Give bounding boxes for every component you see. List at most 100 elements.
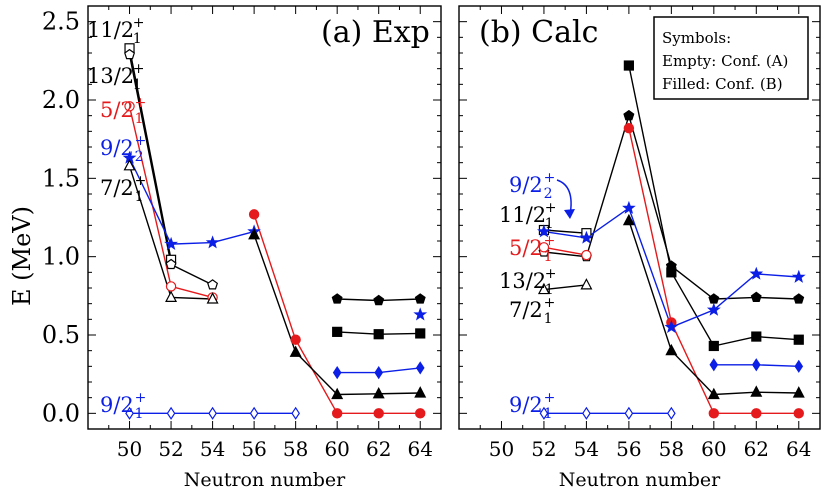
x-tick-label: 62 (744, 437, 769, 461)
series-exp-8-point (208, 406, 217, 420)
state-label-index: 1 (545, 282, 554, 298)
series-calc-1-point (708, 340, 719, 352)
state-label-parity: + (135, 390, 147, 406)
series-exp-7-point (331, 387, 344, 400)
state-label: 9/2 (509, 173, 543, 197)
series-exp-8-point (166, 406, 176, 420)
series-exp-3-point (415, 408, 426, 419)
series-calc-6-point (749, 266, 764, 280)
state-label-index: 2 (544, 186, 553, 202)
x-tick-label: 60 (701, 437, 726, 461)
state-label-index: 1 (135, 111, 144, 127)
x-tick-label: 50 (117, 437, 142, 461)
x-tick-label: 58 (283, 437, 308, 461)
series-calc-1-point (793, 334, 804, 345)
series-calc-6-point (579, 230, 594, 244)
state-label: 7/2 (509, 298, 543, 322)
series-calc-9-point (539, 406, 549, 420)
series-calc-4-point (538, 242, 550, 253)
series-calc-8-point (792, 386, 805, 398)
state-label: 9/2 (100, 393, 134, 417)
series-calc-6-point (622, 200, 636, 214)
series-exp-8-point (125, 406, 134, 420)
state-label: 9/2 (100, 136, 134, 160)
series-calc-6-point (791, 269, 806, 283)
label-arrow-head (564, 209, 575, 219)
series-calc-0-line (543, 229, 587, 234)
legend-title: Symbols: (662, 29, 731, 47)
series-calc-7-point (580, 278, 593, 290)
x-tick-label: 56 (241, 437, 266, 461)
series-exp-3-point (290, 334, 301, 345)
panel-calc-xlabel: Neutron number (559, 469, 721, 491)
state-label-index: 1 (545, 216, 554, 232)
series-exp-0-line (128, 48, 172, 260)
y-tick-label: 0.0 (42, 399, 80, 427)
state-label-spin: 9/2 (509, 393, 543, 417)
series-exp-6-point (165, 290, 178, 302)
state-label-spin: 5/2 (509, 236, 543, 260)
series-calc-7-point (537, 282, 550, 295)
state-label: 11/2 (87, 18, 134, 42)
series-calc-5-point (623, 122, 635, 134)
x-tick-label: 52 (531, 437, 556, 461)
series-calc-9-point (667, 406, 676, 420)
series-exp-1-line (128, 54, 213, 286)
series-exp-5-point (413, 307, 428, 321)
state-label-index: 1 (135, 406, 144, 422)
series-exp-4-line (128, 157, 255, 245)
series-exp-1-point (207, 279, 219, 290)
y-tick-label: 0.5 (42, 321, 80, 349)
panel-exp-title: (a) Exp (321, 15, 430, 50)
series-exp-10-point (414, 293, 426, 304)
series-calc-3-point (793, 293, 805, 304)
series-calc-10-point (794, 359, 804, 373)
series-calc-5-point (708, 408, 720, 419)
series-exp-3-point (248, 209, 260, 220)
series-exp-4-point (164, 236, 178, 251)
series-calc-3-point (708, 293, 720, 304)
state-label-parity: + (544, 170, 556, 186)
x-tick-label: 62 (366, 437, 391, 461)
panel-calc-title: (b) Calc (479, 15, 598, 50)
state-label-index: 1 (544, 406, 553, 422)
series-exp-9-point (374, 366, 384, 380)
series-exp-7-point (414, 386, 427, 398)
x-tick-label: 56 (616, 437, 641, 461)
series-calc-5-point (751, 408, 762, 419)
legend-line-empty: Empty: Conf. (A) (662, 52, 788, 70)
state-label: 11/2 (499, 203, 546, 227)
state-label-parity: + (135, 133, 147, 149)
state-label: 5/2 (509, 236, 543, 260)
x-tick-label: 50 (489, 437, 514, 461)
series-exp-9-point (415, 361, 425, 375)
series-exp-11-point (415, 328, 426, 339)
state-label: 13/2 (87, 64, 134, 88)
state-label-spin: 9/2 (100, 136, 134, 160)
series-calc-10-point (751, 358, 761, 372)
series-calc-10-point (709, 358, 719, 372)
state-label: 7/2 (100, 176, 134, 200)
series-exp-7-point (289, 345, 302, 357)
state-label-parity: + (545, 200, 557, 216)
series-calc-6-point (706, 302, 721, 316)
state-label-spin: 7/2 (100, 176, 134, 200)
series-exp-4-point (205, 235, 220, 249)
state-label-parity: + (544, 390, 556, 406)
y-axis-label: E (MeV) (8, 206, 36, 306)
series-calc-4-line (543, 246, 587, 256)
state-label-spin: 13/2 (87, 64, 134, 88)
x-tick-label: 54 (200, 437, 225, 461)
state-label-parity: + (545, 266, 557, 282)
state-label-parity: + (544, 233, 556, 249)
series-calc-9-point (624, 406, 634, 420)
series-calc-3-point (623, 109, 635, 121)
x-tick-label: 64 (408, 437, 433, 461)
y-tick-label: 1.5 (42, 164, 80, 192)
series-exp-1-point (124, 48, 136, 60)
series-calc-9-point (582, 406, 591, 420)
y-tick-label: 1.0 (42, 243, 80, 271)
legend-frame (653, 16, 809, 100)
series-calc-1-point (751, 331, 762, 342)
state-label-spin: 11/2 (499, 203, 546, 227)
